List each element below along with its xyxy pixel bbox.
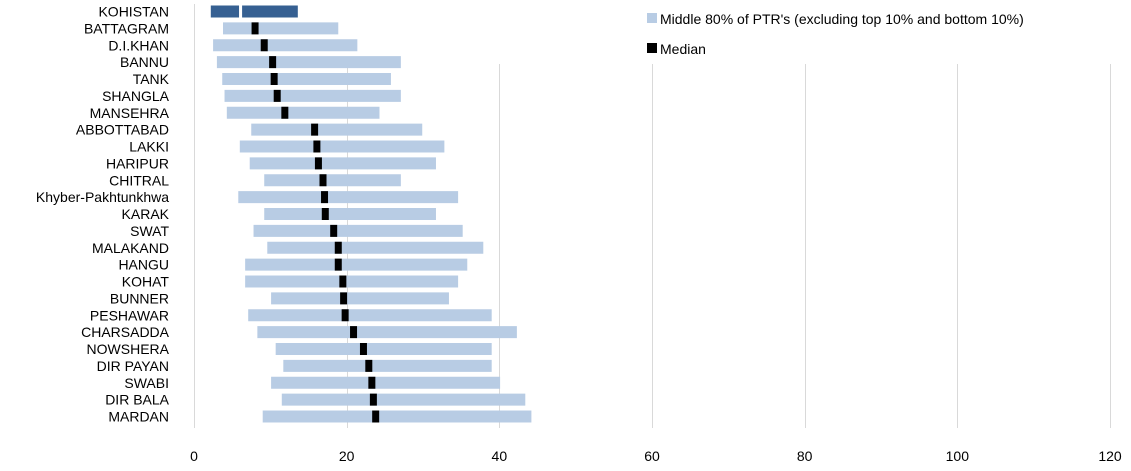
category-label-swabi: SWABI (124, 375, 169, 391)
range-bar-karak (264, 208, 436, 220)
range-bar-peshawar (248, 309, 492, 322)
category-label-bunner: BUNNER (110, 290, 169, 306)
range-bar-nowshera (275, 343, 492, 355)
x-tick-60: 60 (644, 448, 660, 464)
range-bar-dir-payan (283, 359, 492, 372)
median-marker-chitral (319, 174, 327, 187)
range-bar-bunner (271, 292, 449, 305)
category-label-peshawar: PESHAWAR (90, 307, 169, 323)
x-tick-20: 20 (339, 448, 355, 464)
median-marker-mardan (372, 410, 380, 423)
range-bar-lakki (239, 140, 445, 153)
median-marker-malakand (334, 241, 342, 254)
category-label-mansehra: MANSEHRA (90, 105, 170, 121)
median-markers (251, 22, 380, 423)
category-label-bannu: BANNU (120, 54, 169, 70)
range-bar-khyber-pakhtunkhwa (238, 191, 459, 204)
category-label-karak: KARAK (122, 206, 170, 222)
median-marker-haripur (314, 157, 322, 170)
category-label-swat: SWAT (130, 223, 169, 239)
category-label-dir-payan: DIR PAYAN (97, 358, 169, 374)
category-label-khyber-pakhtunkhwa: Khyber-Pakhtunkhwa (36, 189, 169, 205)
legend-swatch-median (647, 43, 657, 53)
category-label-haripur: HARIPUR (106, 155, 169, 171)
range-bar-mansehra (226, 106, 380, 119)
range-bar-bannu (216, 56, 401, 69)
x-tick-40: 40 (492, 448, 508, 464)
median-marker-dir-payan (365, 359, 373, 372)
median-marker-tank (270, 73, 278, 85)
legend-label-range: Middle 80% of PTR's (excluding top 10% a… (660, 11, 1024, 27)
category-label-mardan: MARDAN (108, 409, 169, 425)
median-marker-dir-bala (369, 393, 377, 406)
median-marker-karak (321, 208, 329, 220)
median-marker-hangu (334, 258, 342, 271)
median-marker-peshawar (341, 309, 349, 322)
range-bar-haripur (249, 157, 436, 170)
range-bar-chitral (264, 174, 401, 187)
category-label-kohat: KOHAT (122, 274, 170, 290)
category-labels: KOHISTANBATTAGRAMD.I.KHANBANNUTANKSHANGL… (36, 4, 170, 425)
median-marker-swabi (368, 376, 376, 389)
range-bar-mardan (262, 410, 532, 423)
category-label-tank: TANK (133, 71, 170, 87)
median-marker-bannu (269, 56, 277, 69)
legend-label-median: Median (660, 41, 706, 57)
range-bar-d-i-khan (213, 39, 358, 52)
category-label-malakand: MALAKAND (92, 240, 169, 256)
median-marker-khyber-pakhtunkhwa (321, 191, 329, 204)
x-tick-120: 120 (1098, 448, 1122, 464)
range-bar-battagram (223, 22, 339, 35)
category-label-lakki: LAKKI (129, 139, 169, 155)
range-bar-malakand (267, 241, 484, 254)
category-label-shangla: SHANGLA (102, 88, 170, 104)
category-label-hangu: HANGU (118, 257, 169, 273)
x-tick-0: 0 (190, 448, 198, 464)
legend-swatch-range (647, 13, 657, 23)
range-bar-kohat (245, 275, 459, 288)
range-bar-kohistan-segment-2 (242, 5, 298, 18)
range-bar-abbottabad (251, 123, 423, 136)
range-bar-kohistan-segment-1 (210, 5, 240, 18)
category-label-chitral: CHITRAL (109, 172, 169, 188)
x-tick-labels: 0 20 40 60 80 100 120 (190, 448, 1122, 464)
range-bar-swabi (271, 376, 501, 389)
range-bar-dir-bala (281, 393, 526, 406)
median-marker-lakki (313, 140, 321, 153)
median-marker-battagram (251, 22, 259, 35)
category-label-abbottabad: ABBOTTABAD (76, 122, 169, 138)
range-bar-tank (222, 73, 391, 85)
category-label-charsadda: CHARSADDA (81, 324, 170, 340)
range-bar-charsadda (257, 326, 517, 339)
median-marker-charsadda (350, 326, 358, 339)
range-bar-swat (253, 224, 463, 237)
median-marker-shangla (273, 89, 281, 102)
x-tick-100: 100 (946, 448, 970, 464)
median-marker-abbottabad (311, 123, 319, 136)
category-label-d-i-khan: D.I.KHAN (108, 37, 169, 53)
x-tick-80: 80 (797, 448, 813, 464)
category-label-battagram: BATTAGRAM (84, 20, 169, 36)
median-marker-d-i-khan (260, 39, 268, 52)
range-bar-shangla (224, 89, 401, 102)
median-marker-bunner (340, 292, 348, 305)
category-label-nowshera: NOWSHERA (87, 341, 170, 357)
category-label-kohistan: KOHISTAN (98, 4, 169, 20)
category-label-dir-bala: DIR BALA (105, 392, 169, 408)
median-marker-nowshera (359, 343, 367, 355)
median-marker-kohat (339, 275, 347, 288)
median-marker-mansehra (281, 106, 289, 119)
range-bar-hangu (245, 258, 468, 271)
median-marker-swat (330, 224, 338, 237)
legend: Middle 80% of PTR's (excluding top 10% a… (647, 11, 1024, 57)
